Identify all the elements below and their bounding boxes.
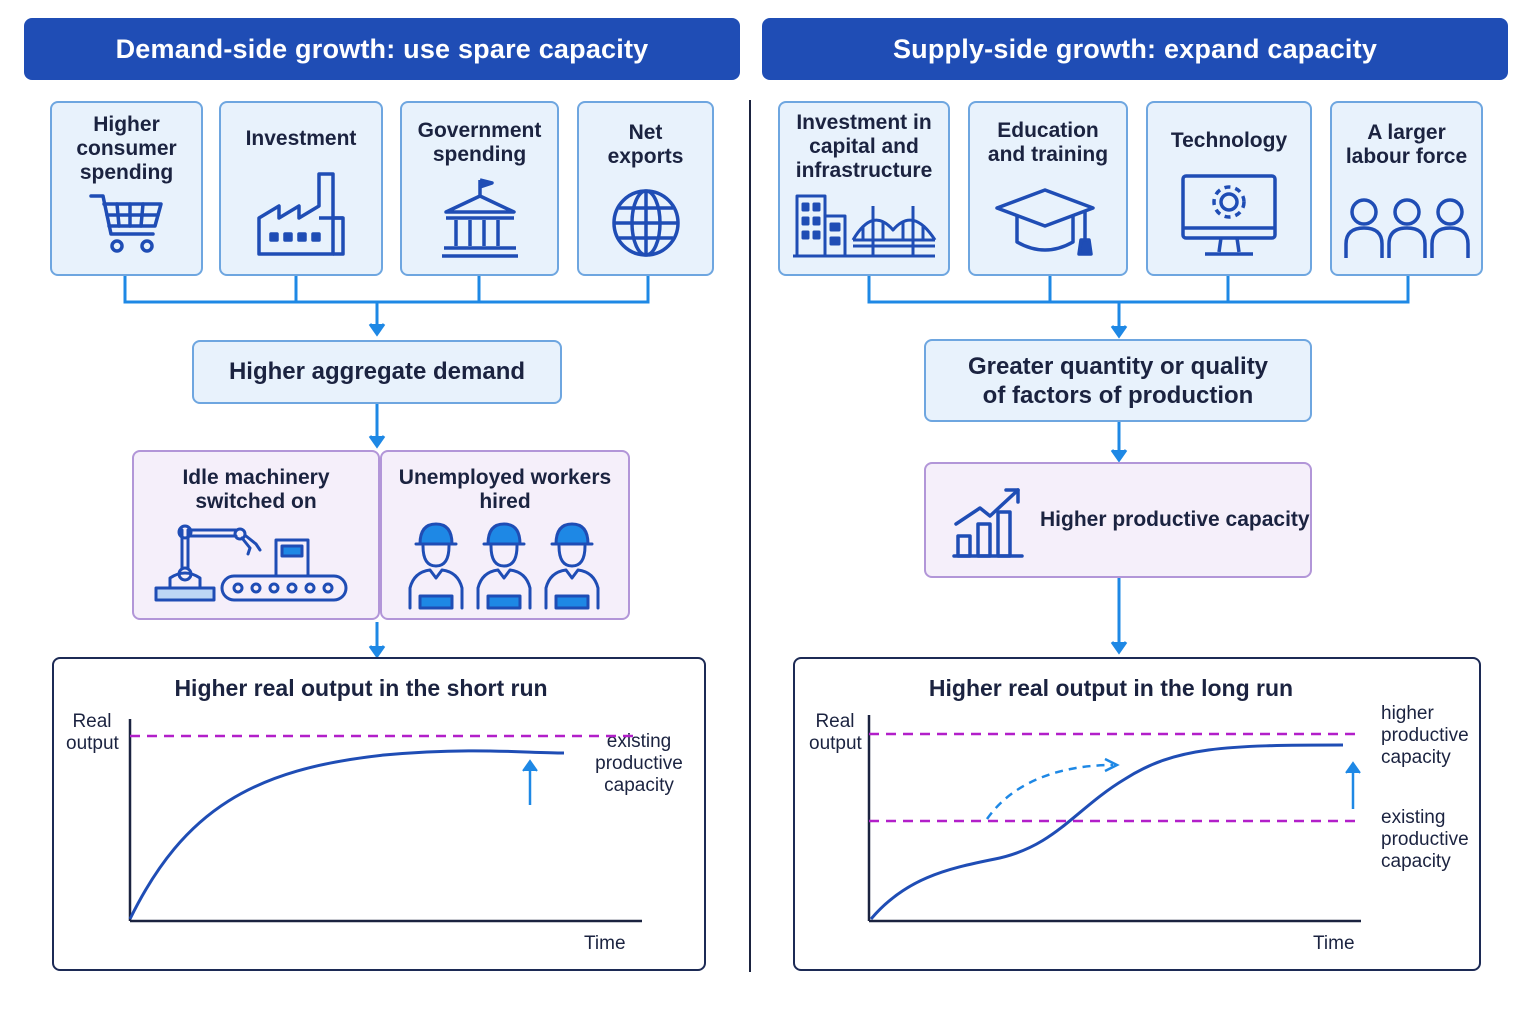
computer-gear-icon — [1181, 174, 1277, 256]
x-axis-label: Time — [584, 933, 626, 954]
buildings-bridge-icon — [793, 194, 937, 258]
robot-arm-conveyor-icon — [154, 524, 348, 602]
existing-capacity-label: existing productive capacity — [595, 731, 683, 796]
graduation-cap-icon — [995, 188, 1095, 256]
y-axis-label: Real output — [66, 711, 119, 754]
supply-side-banner: Supply-side growth: expand capacity — [762, 18, 1508, 80]
globe-icon — [611, 189, 680, 257]
workers-icon — [408, 522, 600, 610]
long-run-chart: Higher real output in the long run Real … — [793, 657, 1481, 971]
card-label: Higher consumer spending — [76, 113, 177, 184]
card-capital-infrastructure: Investment in capital and infrastructure — [778, 101, 950, 276]
card-investment: Investment — [219, 101, 383, 276]
demand-side-banner: Demand-side growth: use spare capacity — [24, 18, 740, 80]
shopping-cart-icon — [88, 194, 163, 253]
card-labour-force: A larger labour force — [1330, 101, 1483, 276]
x-axis-label: Time — [1313, 933, 1355, 954]
output-curve — [128, 749, 565, 920]
card-label: Investment — [245, 127, 357, 150]
factors-of-production-box: Greater quantity or quality of factors o… — [924, 339, 1312, 422]
productive-capacity-label: Higher productive capacity — [1040, 508, 1310, 531]
card-education-training: Education and training — [968, 101, 1128, 276]
center-divider — [749, 100, 751, 972]
card-technology: Technology — [1146, 101, 1312, 276]
productive-capacity-box: Higher productive capacity — [924, 462, 1312, 578]
card-label: Investment in capital and infrastructure — [795, 111, 933, 182]
people-group-icon — [1343, 198, 1470, 258]
long-run-plot — [867, 715, 1361, 923]
existing-capacity-label: existing productive capacity — [1381, 807, 1469, 872]
card-label: Net exports — [607, 121, 684, 168]
card-label: Technology — [1170, 129, 1288, 152]
unemployed-workers-label: Unemployed workers hired — [398, 466, 612, 513]
chart-title: Higher real output in the long run — [928, 675, 1294, 701]
card-label: Education and training — [987, 119, 1109, 166]
unemployed-workers-box: Unemployed workers hired — [380, 450, 630, 620]
card-label: Government spending — [417, 119, 542, 166]
short-run-plot — [128, 719, 642, 923]
rising-bar-chart-icon — [952, 488, 1024, 558]
idle-machinery-label: Idle machinery switched on — [182, 466, 330, 513]
card-net-exports: Net exports — [577, 101, 714, 276]
y-axis-label: Real output — [809, 711, 862, 754]
card-consumer-spending: Higher consumer spending — [50, 101, 203, 276]
output-curve — [869, 743, 1344, 920]
card-government-spending: Government spending — [400, 101, 559, 276]
idle-machinery-box: Idle machinery switched on — [132, 450, 380, 620]
higher-capacity-label: higher productive capacity — [1381, 703, 1469, 768]
card-label: A larger labour force — [1345, 121, 1468, 168]
shift-arrow — [985, 763, 1114, 820]
aggregate-demand-box: Higher aggregate demand — [192, 340, 562, 404]
chart-title: Higher real output in the short run — [174, 675, 548, 701]
short-run-chart: Higher real output in the short run Real… — [52, 657, 706, 971]
government-building-icon — [441, 178, 518, 258]
factory-icon — [257, 172, 345, 256]
